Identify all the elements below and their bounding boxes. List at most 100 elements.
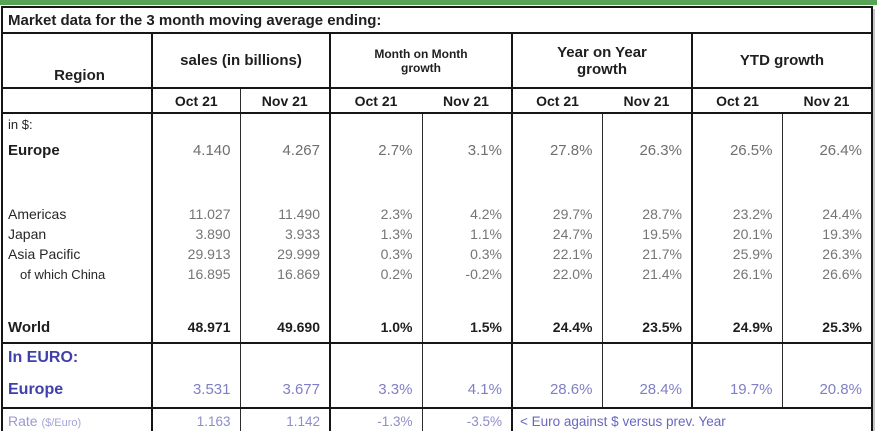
row-label: Americas: [2, 204, 153, 224]
cell-value: 20.8%: [819, 381, 862, 398]
cell-value: [422, 166, 513, 204]
cell-value: 16.895: [152, 264, 241, 284]
row-label: in $:: [2, 113, 153, 134]
table-row-in-euro: In EURO:: [2, 342, 872, 372]
cell-value: 19.5%: [602, 224, 693, 244]
row-label: of which China: [2, 264, 153, 284]
cell-value: 24.9%: [692, 312, 783, 343]
top-green-rule: [0, 0, 877, 5]
cell-value: 2.7%: [330, 134, 423, 166]
cell-value: 3.933: [240, 224, 331, 244]
cell-value: [422, 342, 513, 372]
sales-nov-header: Nov 21: [240, 88, 331, 114]
cell-value: [602, 284, 693, 312]
group-label-mom-line1: Month on Month: [374, 46, 468, 61]
cell-value: [240, 284, 331, 312]
cell-value: [782, 284, 872, 312]
group-header-sales: sales (in billions): [152, 33, 331, 89]
cell-value: 22.0%: [512, 264, 603, 284]
group-label-yoy-line1: Year on Year: [557, 43, 647, 61]
group-label-mom-line2: growth: [401, 60, 441, 75]
group-header-row: Region sales (in billions) Month on Mont…: [2, 33, 872, 89]
ytd-nov-header: Nov 21: [803, 92, 850, 109]
table-row-asia-pacific: Asia Pacific 29.913 29.999 0.3% 0.3% 22.1% 21.…: [2, 244, 872, 264]
table-title-row: Market data for the 3 month moving avera…: [2, 7, 872, 34]
cell-value: [782, 342, 872, 372]
cell-value: [152, 113, 241, 134]
cell-value: 4.2%: [422, 204, 513, 224]
rate-label-suffix: ($/Euro): [41, 417, 82, 429]
cell-value: [152, 342, 241, 372]
cell-value: 11.027: [152, 204, 241, 224]
cell-value: 1.1%: [422, 224, 513, 244]
cell-value: [422, 113, 513, 134]
yoy-period-headers: Oct 21 Nov 21: [512, 88, 693, 114]
cell-value: 29.999: [240, 244, 331, 264]
cell-value: 19.7%: [692, 372, 783, 408]
cell-value: 26.6%: [822, 266, 862, 282]
cell-value: 3.1%: [422, 134, 513, 166]
cell-value: 26.3%: [822, 246, 862, 262]
cell-value: 0.3%: [422, 244, 513, 264]
ytd-oct-header: Oct 21: [716, 92, 759, 109]
cell-value: [512, 166, 603, 204]
cell-value: 4.140: [152, 134, 241, 166]
cell-value: 24.7%: [512, 224, 603, 244]
table-row-europe: Europe 4.140 4.267 2.7% 3.1% 27.8% 26.3% 26.5% 2…: [2, 134, 872, 166]
cell-value: 27.8%: [512, 134, 603, 166]
rate-note: < Euro against $ versus prev. Year: [512, 407, 872, 431]
table-title: Market data for the 3 month moving avera…: [2, 7, 872, 34]
table-row-europe: Europe 3.531 3.677 3.3% 4.1% 28.6% 28.4% 19.7% 2…: [2, 372, 872, 408]
cell-value: [692, 284, 783, 312]
rate-value-nov: 1.142: [240, 407, 331, 431]
cell-value: [240, 342, 331, 372]
rate-mom-oct: -1.3%: [330, 407, 423, 431]
cell-value: 25.9%: [692, 244, 783, 264]
cell-value: 24.4%: [822, 206, 862, 222]
sales-oct-header: Oct 21: [152, 88, 241, 114]
cell-value: 28.4%: [602, 372, 693, 408]
ytd-period-headers: Oct 21 Nov 21: [692, 88, 872, 114]
table-row-spacer: [2, 284, 872, 312]
cell-value: [512, 342, 603, 372]
yoy-nov-header: Nov 21: [623, 92, 670, 109]
cell-value: 28.6%: [512, 372, 603, 408]
group-header-yoy: Year on Year growth: [512, 33, 693, 89]
cell-value: [602, 166, 693, 204]
cell-value: 25.3%: [822, 319, 862, 335]
cell-value: 23.2%: [692, 204, 783, 224]
cell-value: [782, 166, 872, 204]
row-label: Asia Pacific: [2, 244, 153, 264]
cell-value: [512, 113, 603, 134]
row-label: In EURO:: [2, 342, 153, 372]
yoy-oct-header: Oct 21: [536, 92, 579, 109]
cell-value: [692, 113, 783, 134]
cell-value: [422, 284, 513, 312]
cell-value: 0.3%: [330, 244, 423, 264]
table-row-japan: Japan 3.890 3.933 1.3% 1.1% 24.7% 19.5% 20.1% 19…: [2, 224, 872, 244]
row-label: Europe: [2, 134, 153, 166]
cell-value: [602, 342, 693, 372]
row-label: [2, 166, 153, 204]
group-label-yoy-line2: growth: [577, 60, 627, 78]
table-row-spacer: [2, 166, 872, 204]
cell-value: 19.3%: [822, 226, 862, 242]
cell-value: 20.1%: [692, 224, 783, 244]
cell-value: [240, 113, 331, 134]
cell-value: 3.890: [152, 224, 241, 244]
cell-value: [602, 113, 693, 134]
rate-label-cell: Rate ($/Euro): [2, 407, 153, 431]
cell-value: 26.3%: [602, 134, 693, 166]
cell-value: 28.7%: [602, 204, 693, 224]
cell-value: [152, 284, 241, 312]
region-header: Region: [2, 33, 153, 89]
cell-value: 3.531: [152, 372, 241, 408]
cell-value: 11.490: [240, 204, 331, 224]
rate-mom-nov: -3.5%: [422, 407, 513, 431]
cell-value: [240, 166, 331, 204]
cell-value: [692, 166, 783, 204]
cell-value: 3.3%: [330, 372, 423, 408]
cell-value: 49.690: [240, 312, 331, 343]
cell-value: 21.4%: [602, 264, 693, 284]
cell-value: [330, 342, 423, 372]
